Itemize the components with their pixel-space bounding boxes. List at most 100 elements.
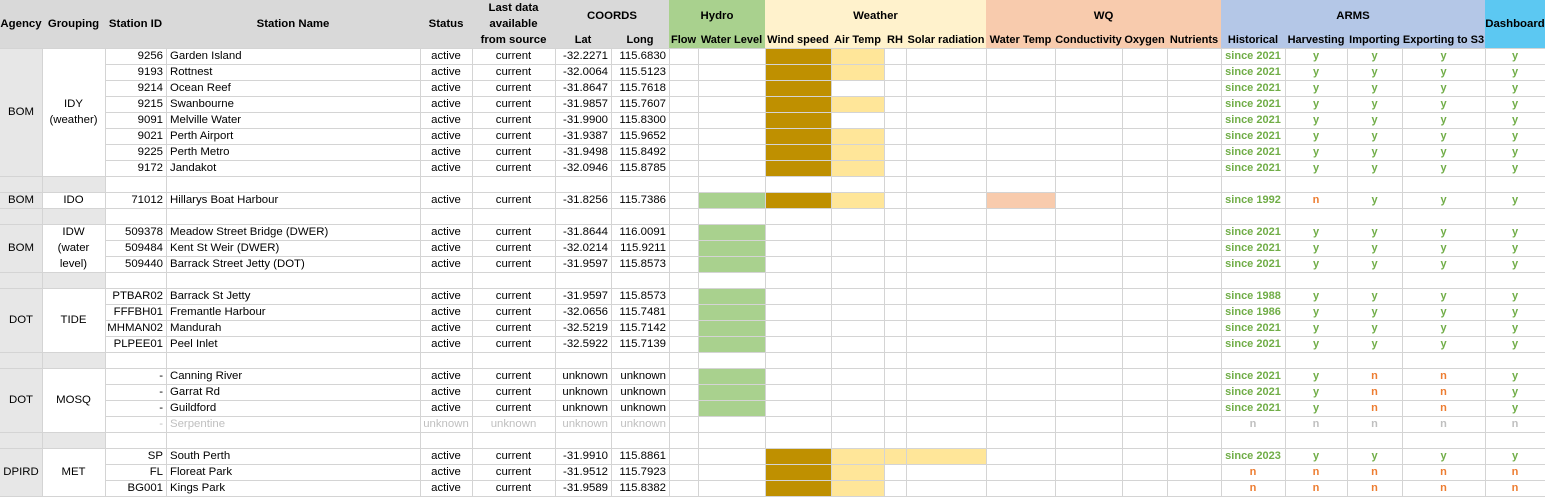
- lat-cell: unknown: [562, 370, 608, 382]
- station-name-cell: Barrack Street Jetty (DOT): [170, 258, 305, 270]
- harv-cell: y: [1312, 258, 1320, 270]
- hist-cell: since 2021: [1225, 130, 1281, 142]
- station-name-cell: Meadow Street Bridge (DWER): [170, 226, 329, 238]
- row-gridline: [105, 432, 1545, 433]
- exp-cell: y: [1440, 130, 1447, 142]
- long-cell: 115.8785: [619, 162, 666, 174]
- imp-cell: y: [1371, 114, 1378, 126]
- station-name-cell: Mandurah: [170, 322, 222, 334]
- dash-cell: y: [1511, 322, 1519, 334]
- row-gridline: [105, 416, 1545, 417]
- status-cell: active: [431, 130, 461, 142]
- status-cell: active: [431, 50, 461, 62]
- station-name-cell: Kent St Weir (DWER): [170, 242, 280, 254]
- dash-cell: y: [1511, 386, 1519, 398]
- grouping-cell: TIDE: [42, 288, 105, 352]
- last-data-cell: current: [495, 226, 532, 238]
- grouping-cell: IDO: [42, 192, 105, 208]
- station-id-cell: MHMAN02: [107, 322, 163, 334]
- exp-cell: n: [1440, 370, 1447, 382]
- dash-cell: y: [1511, 50, 1519, 62]
- spacer-row: [42, 352, 105, 368]
- hist-cell: since 2021: [1225, 370, 1281, 382]
- exp-cell: n: [1440, 418, 1447, 430]
- exp-cell: y: [1440, 290, 1447, 302]
- row-gridline: [105, 464, 1545, 465]
- harv-cell: y: [1312, 322, 1320, 334]
- imp-cell: y: [1371, 66, 1378, 78]
- row-gridline: [105, 80, 1545, 81]
- imp-cell: y: [1371, 338, 1378, 350]
- imp-cell: y: [1371, 450, 1378, 462]
- lat-cell: unknown: [562, 402, 608, 414]
- hist-cell: since 2021: [1225, 226, 1281, 238]
- column-gridline: [884, 48, 885, 496]
- column-gridline: [669, 48, 670, 496]
- agency-cell: BOM: [0, 192, 42, 208]
- lat-cell: -32.5922: [563, 338, 608, 350]
- status-cell: active: [431, 162, 461, 174]
- lat-cell: -32.5219: [563, 322, 608, 334]
- exp-cell: y: [1440, 82, 1447, 94]
- row-gridline: [105, 272, 1545, 273]
- station-name-cell: Perth Metro: [170, 146, 230, 158]
- indicator-wl-row-17: [698, 320, 765, 336]
- long-cell: 115.7142: [619, 322, 666, 334]
- indicator-wind-row-1: [765, 64, 831, 80]
- exp-cell: y: [1440, 194, 1447, 206]
- imp-cell: n: [1371, 402, 1378, 414]
- harv-cell: y: [1312, 402, 1320, 414]
- row-gridline: [105, 64, 1545, 65]
- column-gridline: [555, 48, 556, 496]
- lat-cell: -31.9857: [563, 98, 608, 110]
- long-cell: unknown: [620, 418, 666, 430]
- group-border: [0, 192, 105, 193]
- exp-cell: y: [1440, 306, 1447, 318]
- long-cell: 115.8492: [619, 146, 666, 158]
- exp-cell: y: [1440, 322, 1447, 334]
- station-id-cell: -: [159, 418, 163, 430]
- exp-cell: y: [1440, 114, 1447, 126]
- station-name-cell: Ocean Reef: [170, 82, 231, 94]
- long-cell: 115.9211: [620, 242, 666, 254]
- imp-cell: y: [1371, 194, 1378, 206]
- harv-cell: y: [1312, 82, 1320, 94]
- column-gridline: [1055, 48, 1056, 496]
- lat-cell: -32.0064: [563, 66, 608, 78]
- status-cell: active: [431, 306, 461, 318]
- long-cell: 115.8861: [619, 450, 666, 462]
- group-border: [0, 432, 105, 433]
- dash-cell: n: [1511, 466, 1519, 478]
- row-gridline: [105, 112, 1545, 113]
- agency-cell: BOM: [0, 224, 42, 272]
- harv-cell: y: [1312, 114, 1320, 126]
- header-band-general: [0, 0, 669, 48]
- station-name-cell: Melville Water: [170, 114, 242, 126]
- row-gridline: [105, 192, 1545, 193]
- column-gridline: [1221, 48, 1222, 496]
- agency-cell: DOT: [0, 288, 42, 352]
- indicator-wl-row-12: [698, 240, 765, 256]
- dash-cell: y: [1511, 82, 1519, 94]
- lat-cell: unknown: [562, 386, 608, 398]
- harv-cell: y: [1312, 306, 1320, 318]
- hist-cell: since 1986: [1225, 306, 1281, 318]
- station-name-cell: Guildford: [170, 402, 217, 414]
- indicator-wind-row-9: [765, 192, 831, 208]
- status-cell: active: [431, 322, 461, 334]
- imp-cell: n: [1371, 386, 1378, 398]
- status-cell: active: [431, 82, 461, 94]
- station-id-cell: 9215: [137, 98, 163, 110]
- last-data-cell: current: [495, 290, 532, 302]
- imp-cell: y: [1371, 242, 1378, 254]
- harv-cell: y: [1312, 162, 1320, 174]
- last-data-cell: current: [495, 194, 532, 206]
- indicator-wl-row-16: [698, 304, 765, 320]
- water-level-header: Water Level: [700, 34, 763, 46]
- harv-cell: y: [1312, 242, 1320, 254]
- long-cell: 115.7923: [619, 466, 666, 478]
- row-gridline: [105, 208, 1545, 209]
- indicator-wind-row-26: [765, 464, 831, 480]
- row-gridline: [105, 304, 1545, 305]
- harv-cell: n: [1312, 194, 1320, 206]
